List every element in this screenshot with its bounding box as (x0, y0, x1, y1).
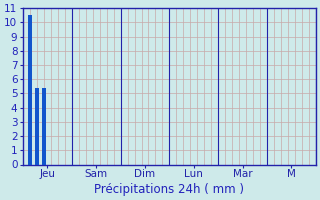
Bar (28, 15, 32, 164)
Bar (35, 88, 39, 164)
X-axis label: Précipitations 24h ( mm ): Précipitations 24h ( mm ) (94, 183, 244, 196)
Bar (42, 88, 46, 164)
